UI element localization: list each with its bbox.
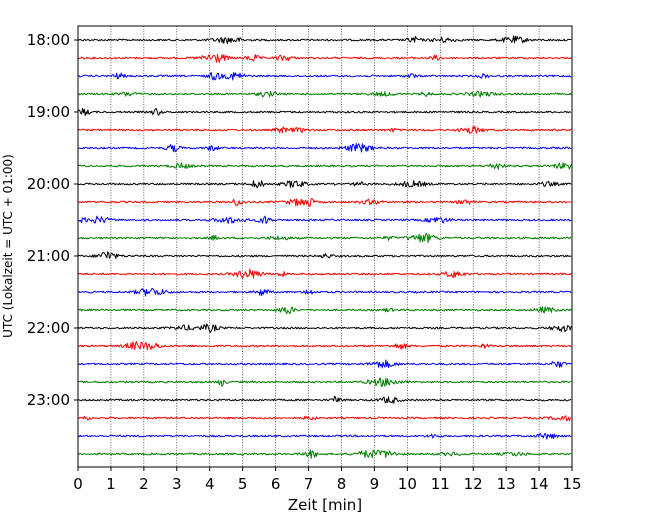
seismogram-trace-17 <box>77 323 572 333</box>
seismogram-trace-11 <box>77 215 572 224</box>
seismogram-trace-23 <box>77 432 572 440</box>
y-tick-label: 19:00 <box>27 103 70 121</box>
seismogram-trace-1 <box>77 35 572 45</box>
y-tick-label: 23:00 <box>27 391 70 409</box>
x-tick-label: 7 <box>304 475 314 493</box>
x-tick-label: 8 <box>337 475 347 493</box>
seismogram-trace-22 <box>77 415 572 422</box>
seismogram-trace-12 <box>77 232 572 244</box>
x-tick-label: 1 <box>106 475 116 493</box>
seismogram-trace-8 <box>77 162 572 170</box>
x-tick-label: 9 <box>370 475 380 493</box>
x-tick-label: 2 <box>139 475 149 493</box>
seismogram-trace-2 <box>77 53 572 63</box>
seismogram-trace-18 <box>77 341 572 351</box>
x-tick-label: 14 <box>530 475 549 493</box>
x-tick-label: 15 <box>562 475 581 493</box>
seismogram-trace-13 <box>77 251 572 259</box>
y-axis-label: UTC (Lokalzeit = UTC + 01:00) <box>1 154 15 338</box>
seismogram-trace-19 <box>77 359 572 369</box>
y-tick-label: 20:00 <box>27 175 70 193</box>
seismogram-trace-5 <box>77 107 572 117</box>
x-tick-label: 4 <box>205 475 215 493</box>
x-ticks: 0 1 2 3 4 5 6 7 8 9 10 11 12 13 14 15 <box>73 467 582 493</box>
x-tick-label: 10 <box>398 475 417 493</box>
x-tick-label: 3 <box>172 475 182 493</box>
x-tick-label: 0 <box>73 475 83 493</box>
x-tick-label: 5 <box>238 475 248 493</box>
seismogram-trace-9 <box>77 180 572 189</box>
y-tick-label: 21:00 <box>27 247 70 265</box>
seismogram-trace-15 <box>77 288 572 297</box>
seismogram-trace-7 <box>77 142 572 153</box>
x-axis-label: Zeit [min] <box>288 496 362 514</box>
seismogram-trace-20 <box>77 377 572 387</box>
y-ticks: 18:00 19:00 20:00 21:00 22:00 23:00 <box>27 31 78 409</box>
x-tick-label: 12 <box>464 475 483 493</box>
x-tick-label: 13 <box>497 475 516 493</box>
seismogram-trace-4 <box>77 90 572 98</box>
seismogram-trace-6 <box>77 125 572 134</box>
seismogram-trace-14 <box>77 268 572 279</box>
seismogram-trace-3 <box>77 71 572 81</box>
y-tick-label: 22:00 <box>27 319 70 337</box>
plot-frame <box>77 25 573 468</box>
seismogram-trace-24 <box>77 449 572 459</box>
seismogram-trace-10 <box>77 198 572 208</box>
seismogram-trace-21 <box>77 395 572 404</box>
x-tick-label: 6 <box>271 475 281 493</box>
x-tick-label: 11 <box>431 475 450 493</box>
y-tick-label: 18:00 <box>27 31 70 49</box>
seismogram-trace-16 <box>77 306 572 315</box>
grid <box>110 26 540 467</box>
traces <box>77 35 572 459</box>
